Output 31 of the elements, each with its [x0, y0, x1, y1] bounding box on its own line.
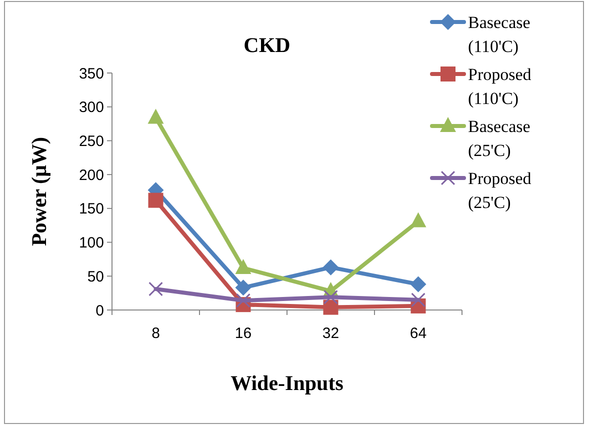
chart-title: CKD	[244, 33, 290, 57]
point	[322, 259, 339, 276]
point	[235, 259, 252, 274]
point	[148, 108, 164, 124]
point	[235, 280, 252, 296]
point	[148, 192, 164, 208]
x-axis-title: Wide-Inputs	[230, 371, 344, 395]
legend-label: Proposed (25'C)	[468, 169, 532, 212]
y-tick-label: 350	[78, 65, 104, 82]
y-tick-label: 100	[78, 234, 104, 252]
point	[236, 294, 250, 308]
y-tick-label: 50	[87, 268, 104, 286]
legend-label: Basecase (110'C)	[468, 13, 530, 56]
x-tick-label: 32	[322, 325, 340, 342]
y-tick-label: 250	[78, 132, 104, 150]
y-tick-label: 300	[78, 99, 104, 116]
point	[324, 290, 338, 304]
point	[410, 276, 426, 292]
y-tick-label: 150	[78, 200, 104, 218]
y-tick-label: 200	[78, 166, 104, 184]
y-tick-label: 0	[96, 302, 104, 320]
point	[411, 292, 426, 307]
y-axis-title: Power (µW)	[27, 136, 51, 246]
x-tick-label: 8	[152, 325, 160, 342]
x-tick-label: 16	[234, 325, 252, 342]
point	[148, 282, 163, 296]
point	[410, 212, 426, 228]
x-tick-label: 64	[410, 325, 427, 342]
legend-label: Basecase (25'C)	[468, 117, 530, 160]
legend-label: Proposed (110'C)	[468, 65, 532, 108]
point	[323, 300, 338, 315]
